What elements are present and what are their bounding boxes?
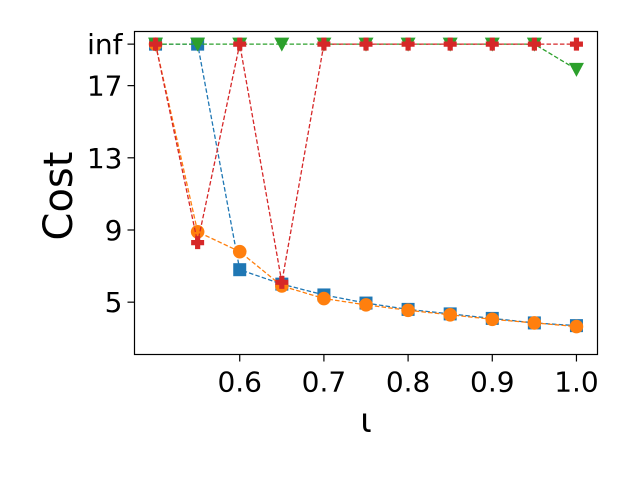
data-point bbox=[485, 312, 500, 327]
data-point bbox=[527, 316, 542, 330]
data-point bbox=[190, 37, 206, 52]
series-4-line bbox=[154, 43, 577, 283]
data-point bbox=[568, 62, 584, 77]
data-point bbox=[275, 275, 289, 289]
data-point bbox=[317, 37, 331, 51]
x-tick-label: 0.7 bbox=[302, 366, 347, 399]
data-point bbox=[485, 37, 499, 51]
data-point bbox=[569, 319, 584, 334]
data-point bbox=[401, 37, 415, 51]
data-point bbox=[233, 37, 247, 51]
data-point bbox=[569, 37, 583, 51]
x-axis-label: ι bbox=[360, 401, 372, 441]
y-tick-label: inf bbox=[87, 28, 124, 61]
series-1-line bbox=[155, 43, 577, 327]
series-layer bbox=[148, 37, 584, 334]
y-tick-label: 5 bbox=[105, 286, 123, 319]
data-point bbox=[149, 37, 163, 51]
series-2-line bbox=[154, 43, 577, 328]
y-axis-label: Cost bbox=[36, 152, 82, 241]
series-1 bbox=[149, 37, 583, 333]
data-point bbox=[317, 291, 331, 306]
data-point bbox=[359, 298, 373, 312]
data-point bbox=[401, 303, 415, 318]
y-tick-label: 17 bbox=[87, 70, 123, 103]
x-tick-label: 0.9 bbox=[470, 366, 515, 399]
data-point bbox=[274, 37, 290, 52]
x-tick-label: 1.0 bbox=[554, 366, 599, 399]
data-point bbox=[233, 263, 247, 277]
data-point bbox=[443, 37, 457, 51]
y-tick-label: 9 bbox=[105, 214, 123, 247]
tick-layer: 0.6 0.7 0.8 0.9 1.0 5 9 13 17 inf bbox=[87, 28, 599, 398]
series-4 bbox=[149, 37, 583, 289]
data-point bbox=[232, 244, 247, 259]
x-tick-label: 0.6 bbox=[217, 366, 262, 399]
series-2 bbox=[148, 37, 584, 334]
y-tick-label: 13 bbox=[87, 142, 123, 175]
x-tick-label: 0.8 bbox=[386, 366, 431, 399]
data-point bbox=[443, 308, 457, 322]
data-point bbox=[191, 236, 205, 250]
data-point bbox=[527, 37, 541, 51]
data-point bbox=[359, 37, 373, 51]
plot-frame bbox=[133, 30, 599, 356]
